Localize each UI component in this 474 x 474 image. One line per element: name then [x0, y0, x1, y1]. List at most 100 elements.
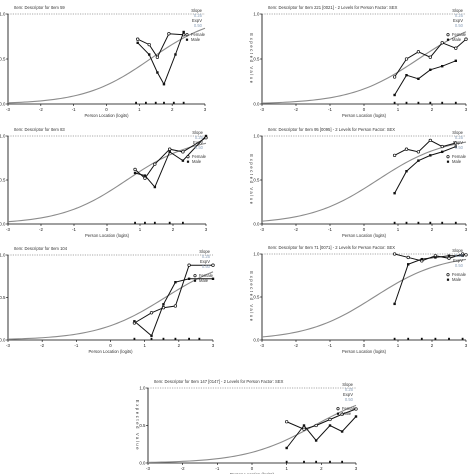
- chart-title: Item: Descriptor for Item 59: [14, 5, 65, 10]
- series-line-male: [394, 255, 463, 305]
- data-point-male: [407, 263, 410, 266]
- legend-marker-male: [193, 279, 197, 282]
- data-point-male: [434, 256, 437, 259]
- x-tick-label: -3: [260, 227, 264, 232]
- x-axis-label: Person Location (logits): [342, 349, 387, 354]
- x-tick-label: 0: [106, 227, 109, 232]
- slope-label: Slope: [342, 382, 353, 387]
- rug-mark: [153, 221, 156, 224]
- rug-mark: [154, 101, 157, 104]
- data-point-male: [420, 257, 423, 261]
- x-axis-label: Person Location (logits): [342, 233, 387, 238]
- data-point-male: [174, 53, 177, 56]
- rug-mark: [303, 460, 305, 463]
- legend-marker-male: [446, 160, 450, 163]
- rug-mark: [285, 460, 288, 463]
- x-tick-label: 0: [109, 343, 112, 348]
- data-point-male: [143, 174, 147, 177]
- data-point-female: [428, 138, 432, 143]
- data-point-female: [168, 147, 172, 151]
- expected-value-curve: [7, 27, 206, 104]
- chart-panel-4: Item: Descriptor for Item 95 [0095] - 2 …: [249, 127, 468, 238]
- x-axis-label: Person Location (logits): [85, 113, 130, 118]
- y-tick-label: 0.0: [0, 222, 6, 227]
- chart-panel-3: Item: Descriptor for Item 83 0.0 0.5 1.0 -3 -…: [0, 127, 208, 238]
- x-tick-label: -1: [74, 343, 78, 348]
- x-tick-label: -2: [294, 343, 298, 348]
- y-tick-label: 0.5: [0, 178, 6, 183]
- rug-mark: [145, 101, 147, 104]
- legend-label-female: Female: [452, 154, 467, 159]
- series-line-female: [134, 137, 207, 179]
- legend-marker-male: [336, 412, 340, 415]
- data-point-male: [454, 59, 457, 62]
- data-point-male: [340, 430, 344, 433]
- data-point-male: [393, 93, 396, 97]
- legend-label-female: Female: [192, 154, 207, 159]
- rug-mark: [163, 101, 165, 104]
- data-point-male: [162, 83, 166, 86]
- x-tick-label: -3: [146, 466, 150, 471]
- x-tick-label: -1: [72, 227, 76, 232]
- rug-mark: [441, 221, 444, 224]
- data-point-male: [285, 446, 288, 450]
- data-point-female: [406, 255, 410, 260]
- series-line-male: [286, 416, 357, 449]
- expv-value: 0.50: [455, 263, 464, 268]
- data-point-male: [429, 154, 432, 157]
- legend-label-female: Female: [452, 32, 467, 37]
- rug-mark: [393, 101, 396, 104]
- data-point-female: [285, 420, 289, 424]
- x-tick-label: 2: [431, 227, 434, 232]
- data-point-female: [149, 311, 154, 315]
- legend-marker-male: [446, 38, 450, 41]
- data-point-female: [167, 32, 171, 36]
- data-point-male: [133, 320, 136, 323]
- data-point-male: [187, 277, 191, 280]
- expv-label: ExpV: [192, 18, 202, 23]
- chart-title: Item: Descriptor for Item 95 [0095] - 2 …: [268, 127, 395, 132]
- chart-title: Item: Descriptor for Item 221 [0021] - 2…: [268, 5, 398, 10]
- expv-label: ExpV: [200, 259, 210, 264]
- x-tick-label: -3: [6, 107, 10, 112]
- x-tick-label: -2: [39, 107, 43, 112]
- rug-mark: [182, 101, 185, 104]
- y-tick-label: 1.0: [253, 134, 260, 139]
- slope-label: Slope: [452, 130, 463, 135]
- data-point-female: [314, 423, 318, 428]
- x-tick-label: 1: [139, 227, 142, 232]
- legend-marker-female: [336, 407, 340, 411]
- data-point-female: [392, 252, 397, 256]
- rug-mark: [172, 101, 175, 104]
- rug-mark: [405, 101, 408, 104]
- x-tick-label: 1: [397, 107, 400, 112]
- slope-value: 0.25: [455, 13, 464, 18]
- data-point-female: [181, 150, 185, 154]
- x-tick-label: 0: [363, 343, 366, 348]
- rug-mark: [461, 337, 464, 340]
- rug-mark: [182, 221, 184, 224]
- legend-marker-female: [185, 33, 189, 37]
- x-tick-label: 1: [397, 343, 400, 348]
- y-tick-label: 0.5: [0, 295, 6, 300]
- legend-marker-female: [446, 273, 450, 277]
- x-tick-label: -1: [328, 343, 332, 348]
- series-line-male: [394, 60, 456, 96]
- x-tick-label: 3: [205, 227, 208, 232]
- series-line-female: [394, 139, 456, 156]
- expv-label: ExpV: [453, 140, 463, 145]
- expected-value-curve: [7, 271, 214, 340]
- data-point-male: [168, 150, 171, 154]
- x-tick-label: -3: [6, 343, 10, 348]
- rug-mark: [174, 337, 177, 340]
- y-tick-label: 0.0: [253, 338, 260, 343]
- data-point-female: [464, 37, 468, 41]
- data-point-female: [302, 427, 306, 431]
- data-point-male: [162, 303, 165, 306]
- x-tick-label: 2: [431, 107, 434, 112]
- legend-marker-male: [185, 38, 189, 41]
- rug-mark: [429, 221, 432, 224]
- slope-value: 0.25: [345, 387, 354, 392]
- y-axis-label: Expected Value: [249, 33, 254, 84]
